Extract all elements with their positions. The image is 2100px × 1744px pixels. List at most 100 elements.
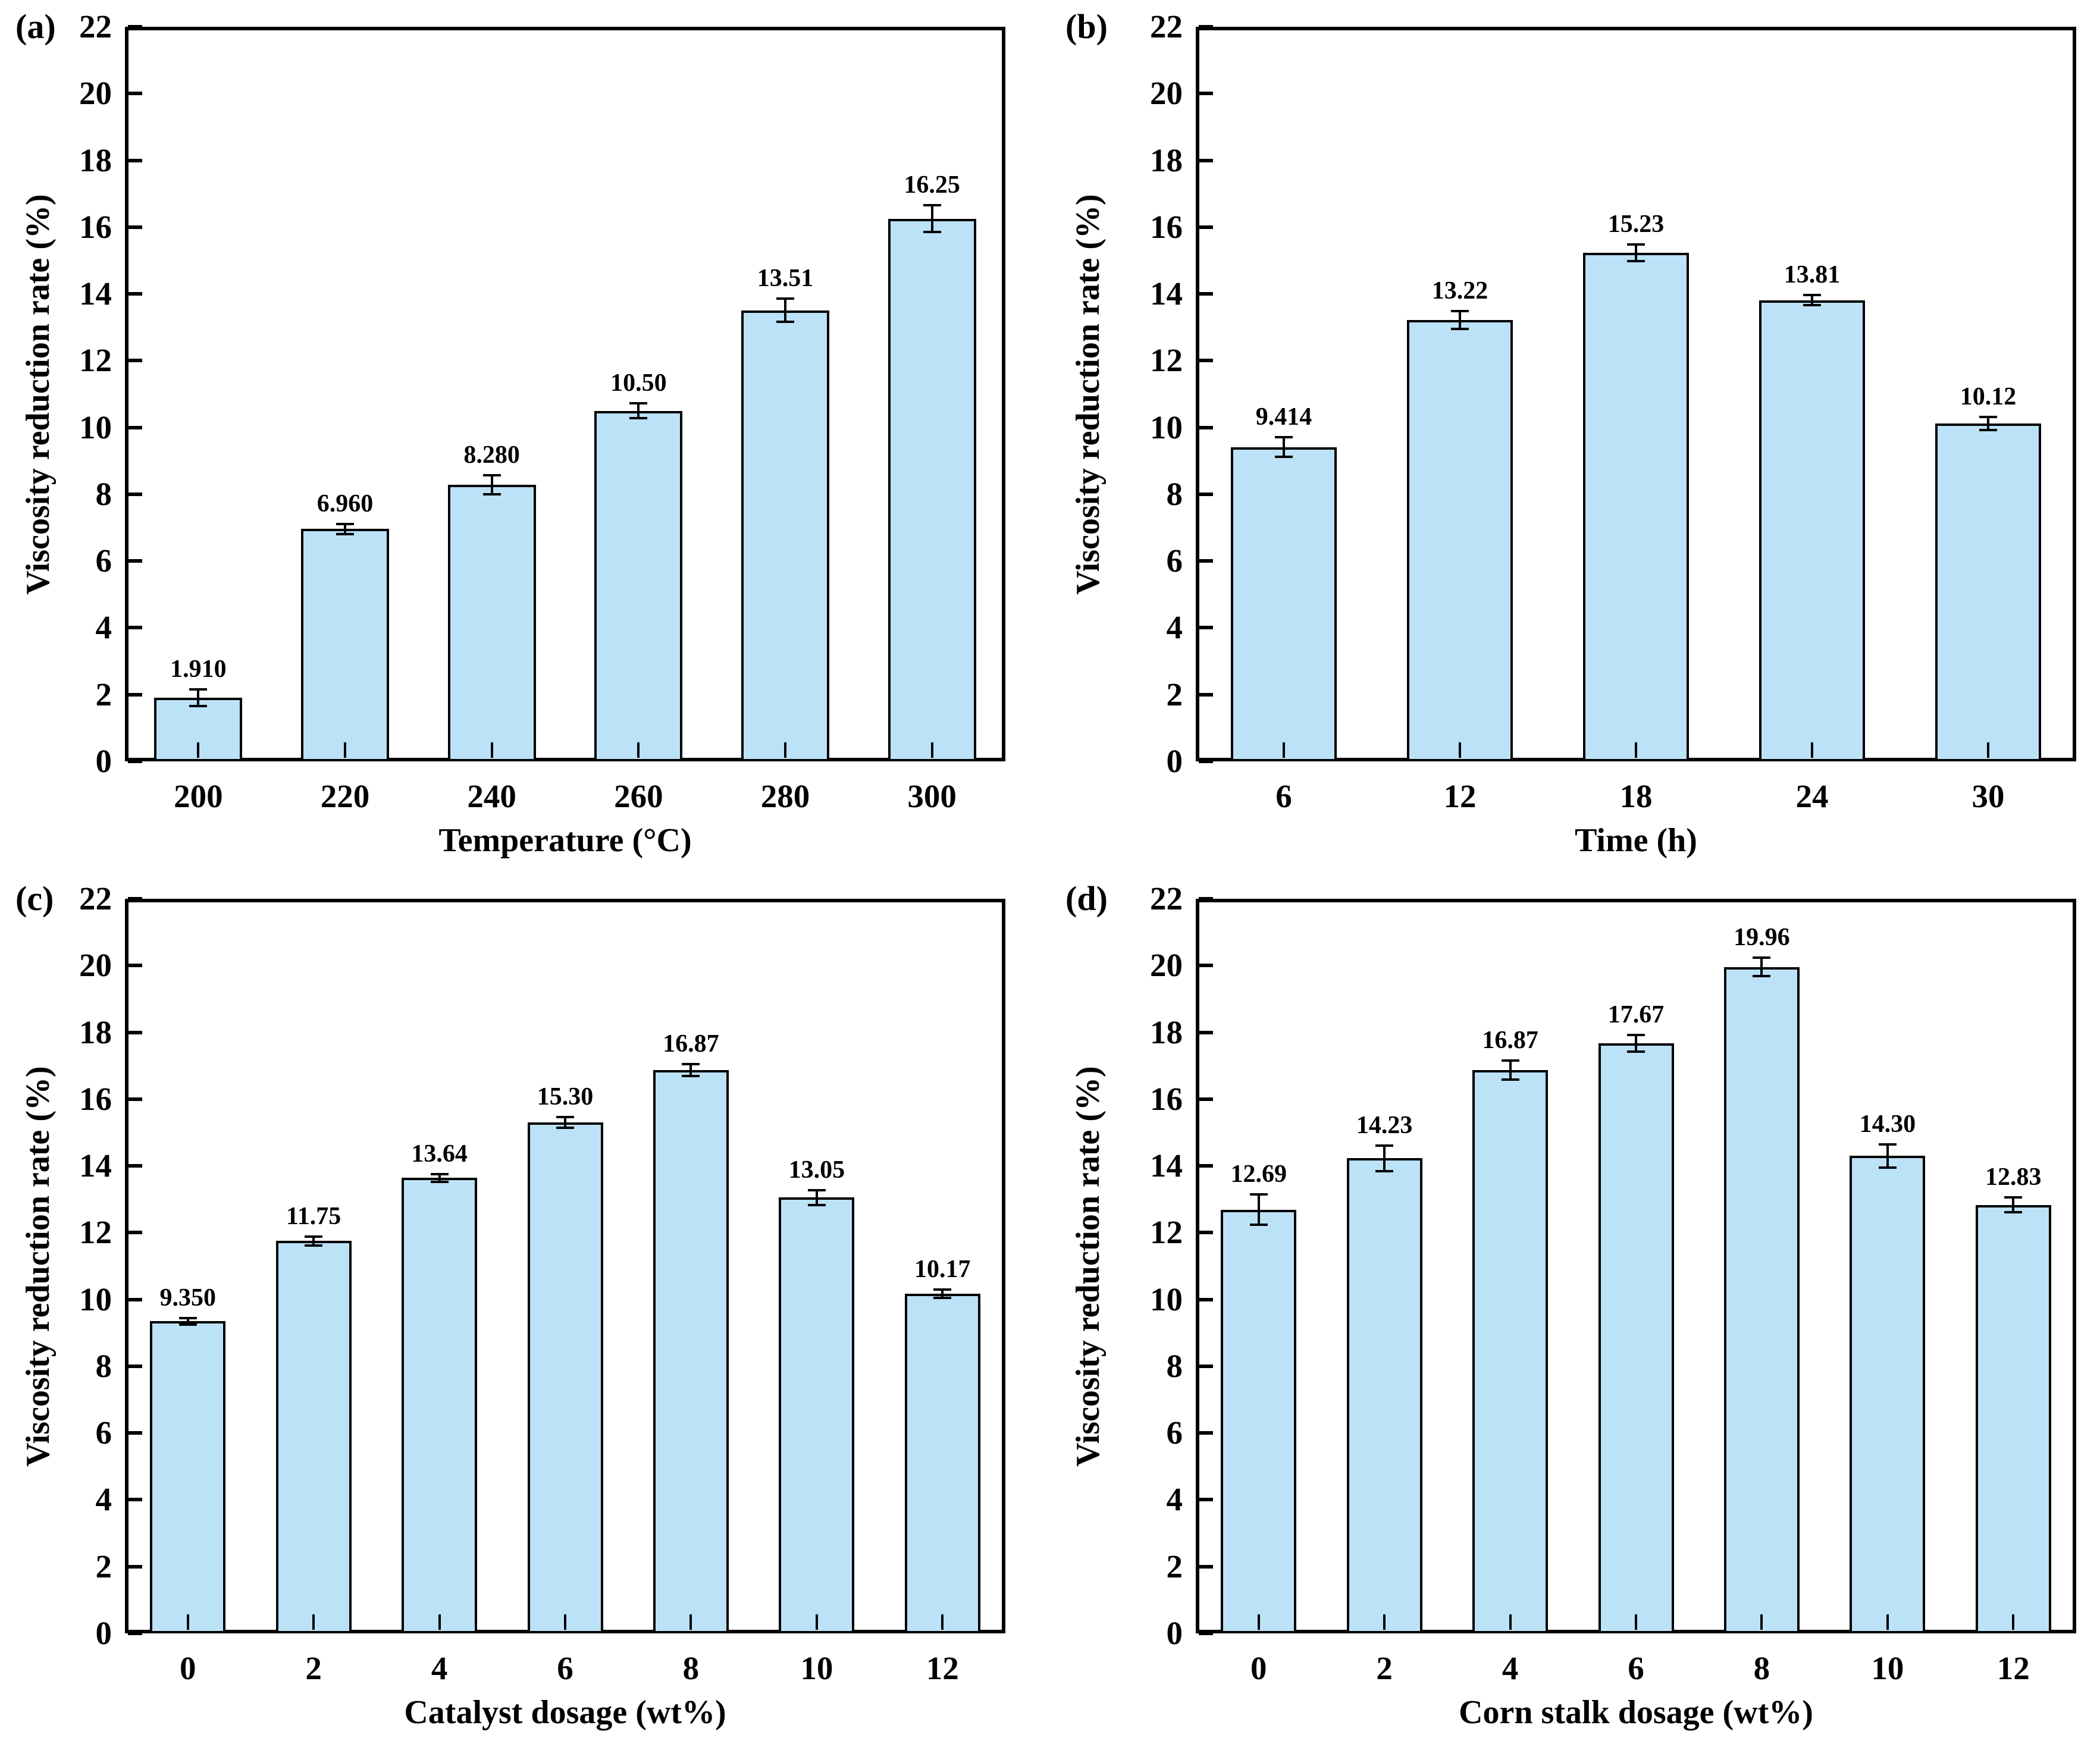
error-bar-top-cap: [1878, 1143, 1897, 1146]
chart-panel-d: (d) Viscosity reduction rate (%) 0 2 4 6 8 10 12…: [1050, 872, 2100, 1744]
bar: [1221, 1209, 1297, 1633]
bar: [275, 1241, 352, 1633]
x-tick: [1987, 742, 1989, 758]
error-bar-top-cap: [430, 1172, 449, 1175]
error-bar-bottom-cap: [2004, 1211, 2023, 1214]
x-tick: [637, 742, 640, 758]
x-tick-label: 6: [1628, 1650, 1644, 1686]
bar-value-label: 13.81: [1784, 261, 1841, 289]
error-bar-bottom-cap: [1275, 456, 1293, 459]
y-tick: [128, 626, 142, 630]
error-bar-top-cap: [682, 1062, 700, 1065]
error-bar-bottom-cap: [336, 532, 354, 535]
error-bar-top-cap: [189, 688, 208, 691]
error-bar-top-cap: [305, 1235, 323, 1238]
y-tick-label: 16: [79, 208, 112, 245]
y-tick: [128, 964, 142, 968]
y-tick-label: 10: [79, 409, 112, 446]
x-tick: [941, 1614, 944, 1630]
y-tick-label: 6: [1166, 1414, 1183, 1451]
y-tick-label: 2: [1166, 1548, 1183, 1585]
error-bar-line: [1257, 1194, 1260, 1225]
x-tick: [1509, 1614, 1512, 1630]
y-tick-label: 20: [1150, 75, 1183, 112]
y-tick-label: 10: [79, 1281, 112, 1318]
error-bar-top-cap: [482, 474, 501, 477]
error-bar-top-cap: [933, 1288, 952, 1291]
x-tick: [930, 742, 933, 758]
error-bar-bottom-cap: [776, 321, 794, 324]
error-bar-line: [438, 1174, 441, 1182]
y-tick-label: 6: [95, 1414, 112, 1451]
error-bar-top-cap: [1803, 294, 1821, 297]
y-tick: [128, 760, 142, 763]
bar-value-label: 10.12: [1960, 382, 2017, 410]
bar: [653, 1069, 729, 1633]
y-tick: [1199, 292, 1213, 296]
y-tick: [1199, 1498, 1213, 1502]
y-tick-label: 0: [95, 1615, 112, 1651]
y-tick: [128, 292, 142, 296]
y-tick: [1199, 1030, 1213, 1034]
error-bar-top-cap: [556, 1116, 574, 1119]
panel-label: (b): [1065, 7, 1108, 46]
x-tick: [1635, 1614, 1637, 1630]
error-bar-bottom-cap: [1627, 260, 1645, 263]
y-tick: [1199, 1297, 1213, 1301]
error-bar-bottom-cap: [430, 1181, 449, 1184]
y-tick-label: 8: [1166, 475, 1183, 512]
panel-label: (c): [15, 879, 54, 918]
y-tick-label: 2: [95, 1548, 112, 1585]
y-tick-label: 2: [95, 676, 112, 713]
y-tick: [128, 1164, 142, 1168]
x-tick: [689, 1614, 692, 1630]
error-bar-bottom-cap: [178, 1323, 197, 1326]
x-tick: [1383, 1614, 1386, 1630]
y-tick: [1199, 158, 1213, 162]
x-tick-label: 0: [1250, 1650, 1267, 1686]
y-tick-label: 2: [1166, 676, 1183, 713]
error-bar-line: [637, 403, 640, 418]
x-tick-label: 280: [760, 778, 810, 814]
error-bar-top-cap: [2004, 1196, 2023, 1199]
error-bar-top-cap: [1979, 415, 1997, 418]
x-tick: [186, 1614, 189, 1630]
y-tick: [1199, 25, 1213, 29]
y-tick-label: 6: [95, 542, 112, 579]
bar: [779, 1197, 855, 1633]
error-bar-line: [941, 1290, 944, 1298]
error-bar-top-cap: [1275, 435, 1293, 438]
error-bar-top-cap: [807, 1189, 826, 1192]
bar: [1346, 1158, 1422, 1633]
x-tick-label: 200: [174, 778, 223, 814]
error-bar-bottom-cap: [1501, 1078, 1519, 1081]
error-bar-line: [344, 523, 346, 534]
y-tick: [1199, 760, 1213, 763]
bar: [1472, 1069, 1549, 1633]
x-tick: [490, 742, 493, 758]
error-bar-bottom-cap: [305, 1244, 323, 1247]
y-tick-label: 8: [95, 1347, 112, 1384]
x-tick-label: 240: [467, 778, 516, 814]
y-axis-title: Viscosity reduction rate (%): [1070, 1065, 1107, 1467]
bar-value-label: 15.23: [1607, 211, 1665, 238]
error-bar-line: [1760, 957, 1763, 977]
x-tick: [344, 742, 346, 758]
bar-value-label: 14.30: [1859, 1110, 1916, 1138]
y-tick: [128, 158, 142, 162]
y-tick-label: 22: [1150, 8, 1183, 45]
bar-value-label: 13.64: [411, 1140, 468, 1168]
error-bar-bottom-cap: [933, 1296, 952, 1299]
y-tick-label: 20: [79, 947, 112, 984]
error-bar-top-cap: [178, 1316, 197, 1319]
y-tick: [128, 92, 142, 96]
bar-value-label: 16.87: [1482, 1027, 1538, 1055]
y-tick: [1199, 1164, 1213, 1168]
y-tick: [128, 25, 142, 29]
error-bar-top-cap: [776, 297, 794, 300]
error-bar-top-cap: [1501, 1059, 1519, 1062]
y-tick-label: 16: [1150, 208, 1183, 245]
error-bar-top-cap: [1753, 956, 1771, 959]
error-bar-bottom-cap: [1627, 1050, 1645, 1053]
